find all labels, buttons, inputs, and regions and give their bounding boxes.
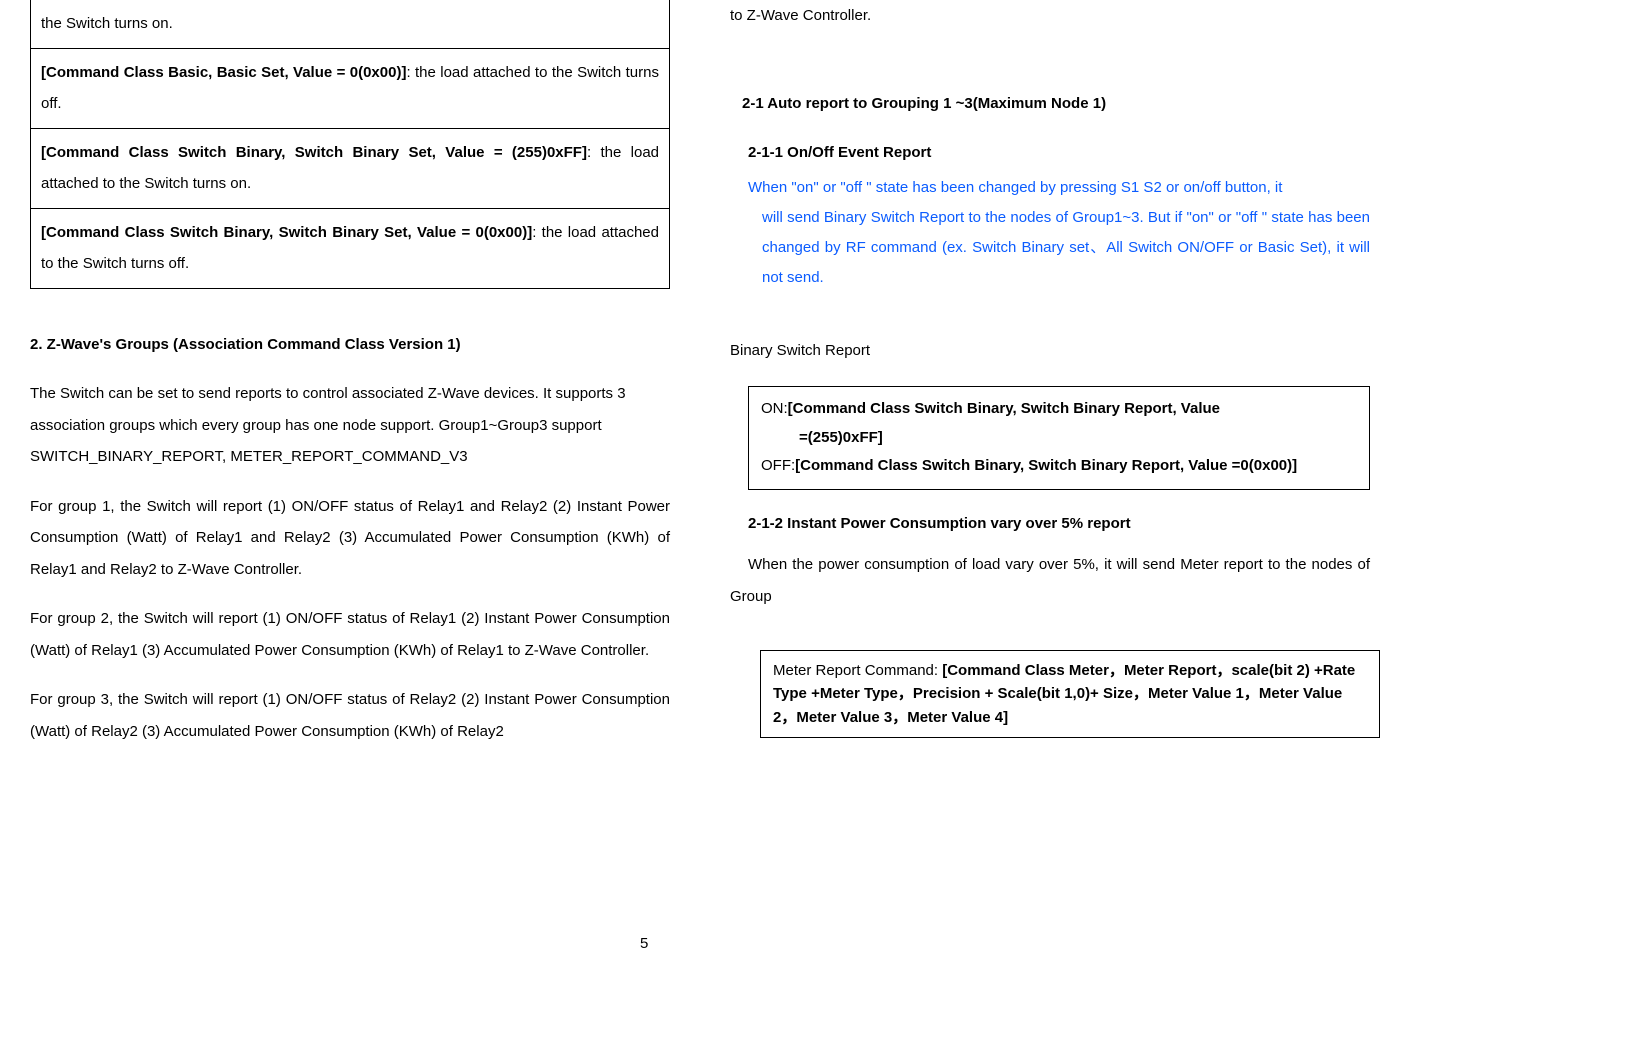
box-line: ON:[Command Class Switch Binary, Switch … [761,395,1357,424]
page-number: 5 [640,935,648,952]
on-prefix: ON: [761,400,788,417]
right-column: to Z-Wave Controller. 2-1 Auto report to… [730,0,1370,747]
cell-bold: [Command Class Switch Binary, Switch Bin… [41,144,587,161]
blue-note: When "on" or "off " state has been chang… [730,173,1370,293]
on-bold2: =(255)0xFF] [799,429,883,446]
paragraph: The Switch can be set to send reports to… [30,378,670,473]
binary-switch-report-label: Binary Switch Report [730,335,1370,367]
box-line: OFF:[Command Class Switch Binary, Switch… [761,452,1357,481]
blue-line: will send Binary Switch Report to the no… [748,203,1370,293]
meter-report-box: Meter Report Command: [Command Class Met… [760,650,1380,738]
cell-bold: [Command Class Basic, Basic Set, Value =… [41,64,406,81]
paragraph: For group 1, the Switch will report (1) … [30,491,670,586]
table-row: the Switch turns on. [31,0,670,48]
off-prefix: OFF: [761,457,795,474]
heading-2-1-1: 2-1-1 On/Off Event Report [730,137,1370,169]
blue-line: When "on" or "off " state has been chang… [748,179,1282,196]
table-row: [Command Class Switch Binary, Switch Bin… [31,128,670,208]
box-line: =(255)0xFF] [761,424,1357,453]
table-row: [Command Class Basic, Basic Set, Value =… [31,48,670,128]
binary-switch-report-box: ON:[Command Class Switch Binary, Switch … [748,386,1370,490]
on-bold: [Command Class Switch Binary, Switch Bin… [788,400,1220,417]
cell-text: the Switch turns on. [41,15,173,32]
paragraph-continuation: to Z-Wave Controller. [730,0,1370,32]
paragraph: For group 3, the Switch will report (1) … [30,684,670,747]
paragraph: For group 2, the Switch will report (1) … [30,603,670,666]
box2-prefix: Meter Report Command: [773,662,942,679]
heading-2-1: 2-1 Auto report to Grouping 1 ~3(Maximum… [730,88,1370,120]
cell-bold: [Command Class Switch Binary, Switch Bin… [41,224,532,241]
paragraph: When the power consumption of load vary … [730,549,1370,612]
para-text: When the power consumption of load vary … [730,556,1370,605]
off-bold: [Command Class Switch Binary, Switch Bin… [795,457,1297,474]
page-columns: the Switch turns on. [Command Class Basi… [0,0,1641,747]
command-class-table: the Switch turns on. [Command Class Basi… [30,0,670,289]
section-2-heading: 2. Z-Wave's Groups (Association Command … [30,329,670,361]
heading-2-1-2: 2-1-2 Instant Power Consumption vary ove… [730,508,1370,540]
left-column: the Switch turns on. [Command Class Basi… [30,0,670,747]
table-row: [Command Class Switch Binary, Switch Bin… [31,208,670,288]
